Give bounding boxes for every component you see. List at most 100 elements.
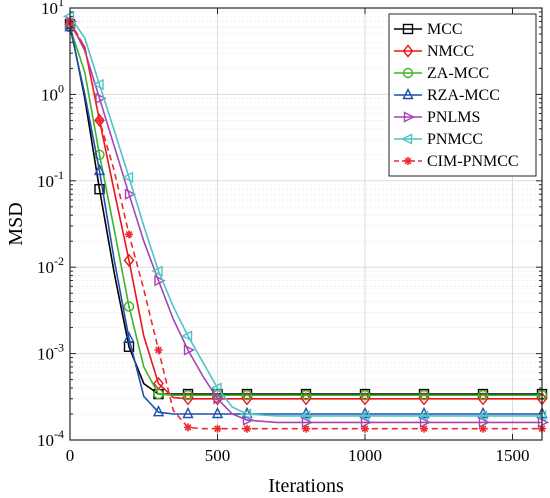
legend-label: NMCC	[427, 43, 474, 60]
legend-entry: NMCC	[394, 43, 474, 60]
diamond-marker	[241, 392, 253, 406]
triangle-up-marker	[152, 405, 165, 417]
series-line	[69, 24, 542, 395]
legend-label: RZA-MCC	[427, 87, 500, 104]
diamond-marker	[418, 392, 430, 406]
y-tick-label: 10-3	[37, 341, 64, 364]
legend-entry: MCC	[394, 21, 463, 38]
triangle-right-marker	[403, 111, 416, 123]
triangle-up-marker	[359, 406, 371, 419]
asterisk-marker	[213, 424, 222, 433]
legend-label: PNLMS	[427, 109, 480, 126]
y-tick-label: 10-4	[37, 427, 64, 450]
triangle-up-marker	[402, 87, 414, 100]
asterisk-marker	[479, 424, 487, 433]
circle-marker	[359, 390, 371, 401]
legend-entry: ZA-MCC	[394, 65, 489, 82]
legend: MCC NMCC ZA-MCC RZA-MCC PNLMS PNMCC CIM-PNMCC	[388, 13, 537, 177]
circle-marker	[477, 390, 489, 401]
triangle-up-marker	[123, 331, 135, 343]
x-tick-label: 500	[205, 446, 231, 465]
circle-marker	[241, 390, 253, 401]
triangle-right-marker	[95, 92, 107, 104]
asterisk-stroke	[243, 425, 251, 433]
series-line	[69, 23, 542, 400]
asterisk-stroke	[361, 425, 369, 433]
diamond-marker	[477, 392, 489, 406]
asterisk-stroke	[96, 117, 103, 124]
asterisk-marker	[302, 424, 310, 433]
axes-frame	[69, 7, 543, 441]
triangle-left-marker	[239, 408, 252, 420]
circle-marker	[418, 390, 430, 401]
legend-entry: RZA-MCC	[394, 87, 500, 104]
x-tick-label: 0	[66, 446, 75, 465]
circle-marker	[402, 67, 414, 79]
legend-label: CIM-PNMCC	[427, 153, 519, 170]
triangle-right-marker	[213, 393, 225, 405]
triangle-up-marker	[93, 163, 106, 176]
diamond-marker	[300, 392, 312, 406]
asterisk-stroke	[125, 230, 133, 238]
y-tick-label: 10-1	[37, 168, 64, 191]
asterisk-stroke	[302, 425, 310, 433]
diamond-marker	[402, 44, 414, 58]
triangle-left-marker	[298, 410, 311, 422]
triangle-right-marker	[124, 188, 137, 200]
triangle-up-marker	[477, 406, 489, 419]
triangle-left-marker	[62, 10, 75, 23]
triangle-right-marker	[301, 416, 314, 428]
diamond-marker	[359, 392, 371, 406]
series-za-mcc	[64, 21, 548, 401]
asterisk-marker	[404, 157, 412, 165]
triangle-up-marker	[300, 406, 312, 419]
asterisk-marker	[154, 346, 163, 355]
triangle-right-marker	[360, 416, 373, 428]
asterisk-marker	[361, 424, 369, 433]
circle-marker	[123, 301, 135, 312]
triangle-left-marker	[151, 265, 163, 277]
legend-entry: PNMCC	[394, 131, 483, 148]
diamond-marker	[123, 253, 135, 267]
series-pnmcc	[62, 10, 547, 422]
asterisk-marker	[95, 116, 104, 125]
square-marker	[94, 183, 105, 195]
legend-entry: PNLMS	[394, 109, 480, 126]
asterisk-stroke	[420, 425, 428, 433]
legend-entry: CIM-PNMCC	[394, 153, 519, 170]
triangle-right-marker	[183, 344, 196, 356]
y-axis-label: MSD	[5, 202, 27, 245]
asterisk-stroke	[404, 157, 412, 165]
circle-marker	[94, 149, 105, 160]
asterisk-stroke	[214, 425, 221, 433]
asterisk-marker	[125, 230, 133, 239]
y-tick-label: 100	[41, 81, 64, 104]
square-marker	[402, 23, 414, 35]
triangle-up-marker	[211, 406, 224, 419]
circle-marker	[153, 388, 164, 400]
diamond-marker	[94, 113, 105, 128]
diamond-marker	[182, 392, 194, 406]
triangle-up-marker	[182, 406, 194, 419]
series-line	[69, 15, 542, 417]
triangle-up-marker	[418, 406, 430, 419]
triangle-left-marker	[400, 133, 413, 145]
asterisk-stroke	[155, 346, 162, 354]
series-line	[69, 26, 542, 397]
x-axis-label: Iterations	[268, 475, 344, 497]
x-tick-label: 1000	[348, 446, 382, 465]
y-tick-label: 10-2	[37, 254, 64, 277]
asterisk-marker	[184, 423, 192, 432]
triangle-left-marker	[416, 410, 429, 422]
triangle-left-marker	[121, 171, 134, 183]
triangle-left-marker	[92, 78, 104, 91]
series-line	[69, 21, 542, 430]
triangle-left-marker	[357, 410, 370, 422]
triangle-right-marker	[419, 416, 432, 428]
circle-marker	[182, 390, 194, 401]
triangle-right-marker	[154, 274, 166, 287]
tick-labels: 0 500 1000 1500 101 100 10-1 10-2 10-3 10-4	[37, 0, 530, 465]
triangle-left-marker	[180, 330, 193, 342]
asterisk-stroke	[184, 423, 192, 431]
